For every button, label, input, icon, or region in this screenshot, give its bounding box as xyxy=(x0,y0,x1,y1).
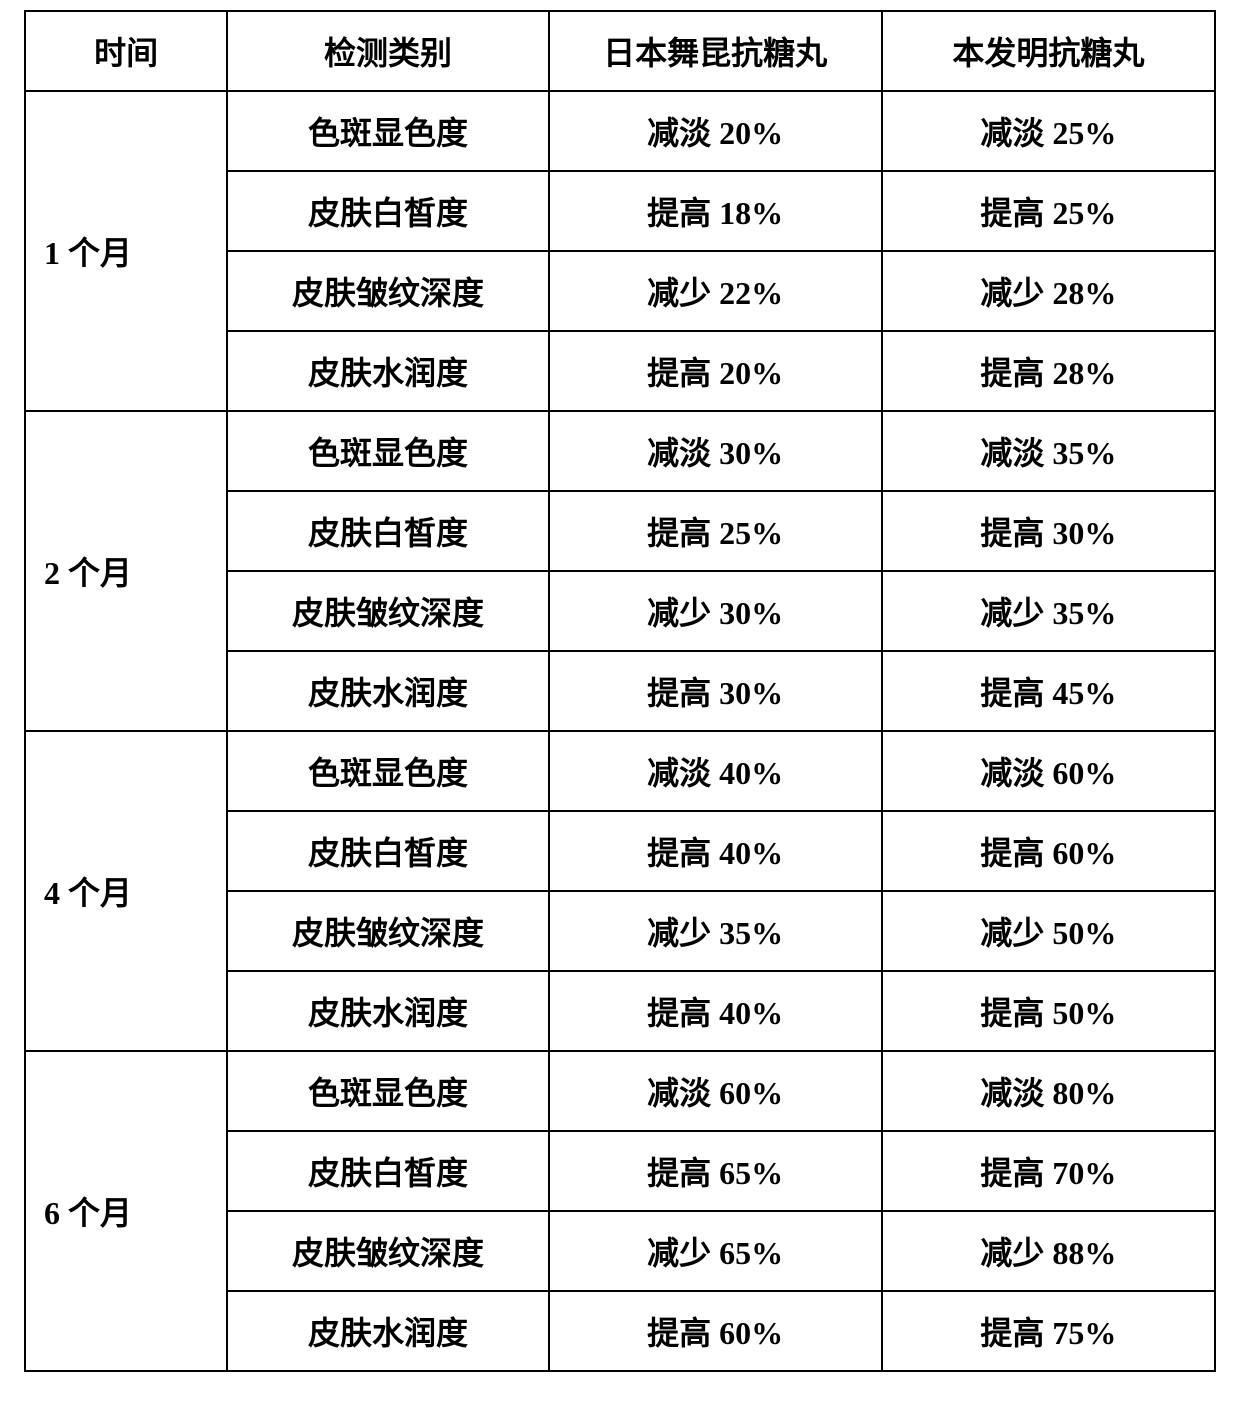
product-a-cell: 减少 65% xyxy=(549,1211,882,1291)
product-a-cell: 减少 35% xyxy=(549,891,882,971)
product-b-cell: 减少 88% xyxy=(882,1211,1215,1291)
category-cell: 色斑显色度 xyxy=(227,731,548,811)
table-header-row: 时间 检测类别 日本舞昆抗糖丸 本发明抗糖丸 xyxy=(25,11,1215,91)
table-row: 4 个月色斑显色度减淡 40%减淡 60% xyxy=(25,731,1215,811)
table-row: 2 个月色斑显色度减淡 30%减淡 35% xyxy=(25,411,1215,491)
table-row: 6 个月色斑显色度减淡 60%减淡 80% xyxy=(25,1051,1215,1131)
category-cell: 皮肤白皙度 xyxy=(227,491,548,571)
category-cell: 色斑显色度 xyxy=(227,411,548,491)
time-cell: 6 个月 xyxy=(25,1051,227,1371)
product-a-cell: 提高 60% xyxy=(549,1291,882,1371)
product-b-cell: 减淡 25% xyxy=(882,91,1215,171)
time-cell: 2 个月 xyxy=(25,411,227,731)
category-cell: 色斑显色度 xyxy=(227,1051,548,1131)
category-cell: 皮肤水润度 xyxy=(227,971,548,1051)
time-cell: 1 个月 xyxy=(25,91,227,411)
product-a-cell: 提高 40% xyxy=(549,811,882,891)
product-a-cell: 提高 18% xyxy=(549,171,882,251)
product-b-cell: 减少 50% xyxy=(882,891,1215,971)
product-a-cell: 减淡 60% xyxy=(549,1051,882,1131)
header-category: 检测类别 xyxy=(227,11,548,91)
product-b-cell: 提高 30% xyxy=(882,491,1215,571)
category-cell: 皮肤水润度 xyxy=(227,651,548,731)
product-b-cell: 减淡 80% xyxy=(882,1051,1215,1131)
product-b-cell: 提高 25% xyxy=(882,171,1215,251)
product-b-cell: 减淡 35% xyxy=(882,411,1215,491)
table-body: 1 个月色斑显色度减淡 20%减淡 25%皮肤白皙度提高 18%提高 25%皮肤… xyxy=(25,91,1215,1371)
category-cell: 皮肤皱纹深度 xyxy=(227,571,548,651)
product-a-cell: 提高 20% xyxy=(549,331,882,411)
product-a-cell: 提高 25% xyxy=(549,491,882,571)
product-b-cell: 提高 75% xyxy=(882,1291,1215,1371)
product-a-cell: 提高 30% xyxy=(549,651,882,731)
product-a-cell: 减少 30% xyxy=(549,571,882,651)
header-product-b: 本发明抗糖丸 xyxy=(882,11,1215,91)
category-cell: 皮肤白皙度 xyxy=(227,171,548,251)
comparison-table: 时间 检测类别 日本舞昆抗糖丸 本发明抗糖丸 1 个月色斑显色度减淡 20%减淡… xyxy=(24,10,1216,1372)
time-cell: 4 个月 xyxy=(25,731,227,1051)
product-a-cell: 减淡 30% xyxy=(549,411,882,491)
header-time: 时间 xyxy=(25,11,227,91)
product-a-cell: 减淡 20% xyxy=(549,91,882,171)
product-b-cell: 减少 28% xyxy=(882,251,1215,331)
category-cell: 皮肤皱纹深度 xyxy=(227,251,548,331)
category-cell: 色斑显色度 xyxy=(227,91,548,171)
product-b-cell: 减淡 60% xyxy=(882,731,1215,811)
category-cell: 皮肤水润度 xyxy=(227,1291,548,1371)
product-b-cell: 提高 60% xyxy=(882,811,1215,891)
header-product-a: 日本舞昆抗糖丸 xyxy=(549,11,882,91)
category-cell: 皮肤白皙度 xyxy=(227,811,548,891)
product-a-cell: 提高 65% xyxy=(549,1131,882,1211)
category-cell: 皮肤白皙度 xyxy=(227,1131,548,1211)
product-b-cell: 减少 35% xyxy=(882,571,1215,651)
category-cell: 皮肤皱纹深度 xyxy=(227,891,548,971)
product-b-cell: 提高 45% xyxy=(882,651,1215,731)
product-b-cell: 提高 28% xyxy=(882,331,1215,411)
category-cell: 皮肤皱纹深度 xyxy=(227,1211,548,1291)
product-a-cell: 提高 40% xyxy=(549,971,882,1051)
product-a-cell: 减淡 40% xyxy=(549,731,882,811)
category-cell: 皮肤水润度 xyxy=(227,331,548,411)
product-b-cell: 提高 50% xyxy=(882,971,1215,1051)
product-b-cell: 提高 70% xyxy=(882,1131,1215,1211)
table-row: 1 个月色斑显色度减淡 20%减淡 25% xyxy=(25,91,1215,171)
product-a-cell: 减少 22% xyxy=(549,251,882,331)
